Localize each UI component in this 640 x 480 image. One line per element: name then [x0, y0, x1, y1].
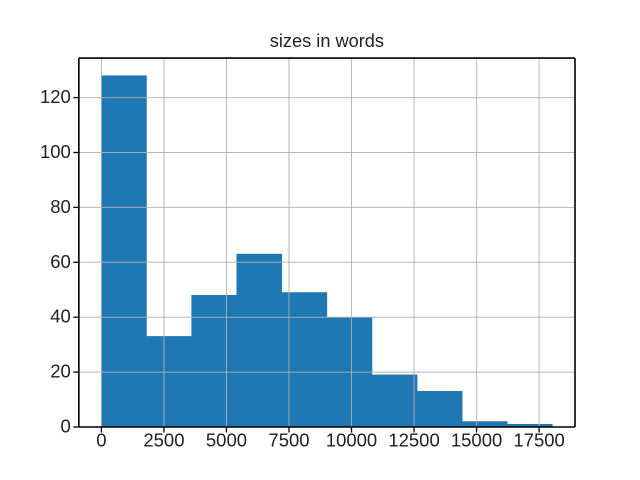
svg-text:12500: 12500	[388, 430, 439, 451]
svg-text:20: 20	[50, 361, 71, 382]
svg-text:7500: 7500	[268, 430, 309, 451]
svg-text:0: 0	[96, 430, 106, 451]
svg-text:0: 0	[61, 416, 71, 437]
svg-text:80: 80	[50, 196, 71, 217]
svg-text:2500: 2500	[143, 430, 184, 451]
svg-text:120: 120	[40, 86, 71, 107]
svg-text:5000: 5000	[206, 430, 247, 451]
svg-text:15000: 15000	[451, 430, 502, 451]
svg-text:100: 100	[40, 141, 71, 162]
svg-text:17500: 17500	[513, 430, 564, 451]
svg-text:40: 40	[50, 306, 71, 327]
svg-text:10000: 10000	[326, 430, 377, 451]
svg-text:60: 60	[50, 251, 71, 272]
